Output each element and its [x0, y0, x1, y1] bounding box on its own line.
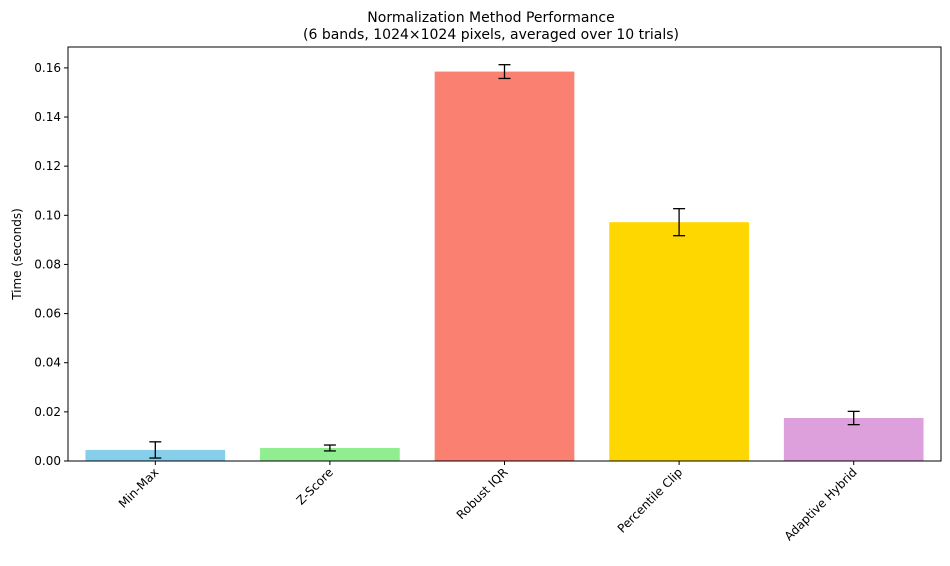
y-tick-label: 0.16: [34, 61, 61, 75]
y-tick-label: 0.04: [34, 356, 61, 370]
y-tick-label: 0.00: [34, 454, 61, 468]
y-tick-label: 0.14: [34, 110, 61, 124]
y-tick-label: 0.10: [34, 208, 61, 222]
plot-area: 0.00 0.02 0.04 0.06 0.08 0.10 0.12 0.14 0.16 Min-…: [34, 61, 924, 543]
x-tick-label: Min-Max: [116, 465, 162, 511]
chart-title-line2: (6 bands, 1024×1024 pixels, averaged ove…: [303, 27, 679, 43]
x-tick-label: Z-Score: [294, 465, 336, 507]
bar-robust-iqr: [434, 71, 575, 461]
y-tick-label: 0.06: [34, 307, 61, 321]
x-tick-label: Robust IQR: [454, 465, 511, 522]
y-tick-label: 0.08: [34, 257, 61, 271]
x-tick-label: Percentile Clip: [615, 465, 685, 535]
y-axis-label: Time (seconds): [10, 208, 24, 301]
bar-percentile-clip: [609, 222, 749, 461]
chart-title-line1: Normalization Method Performance: [367, 10, 614, 26]
y-tick-label: 0.02: [34, 405, 61, 419]
x-tick-label: Adaptive Hybrid: [782, 465, 860, 543]
bar-z-score: [260, 447, 400, 461]
y-tick-label: 0.12: [34, 159, 61, 173]
axes-frame: [67, 46, 942, 462]
